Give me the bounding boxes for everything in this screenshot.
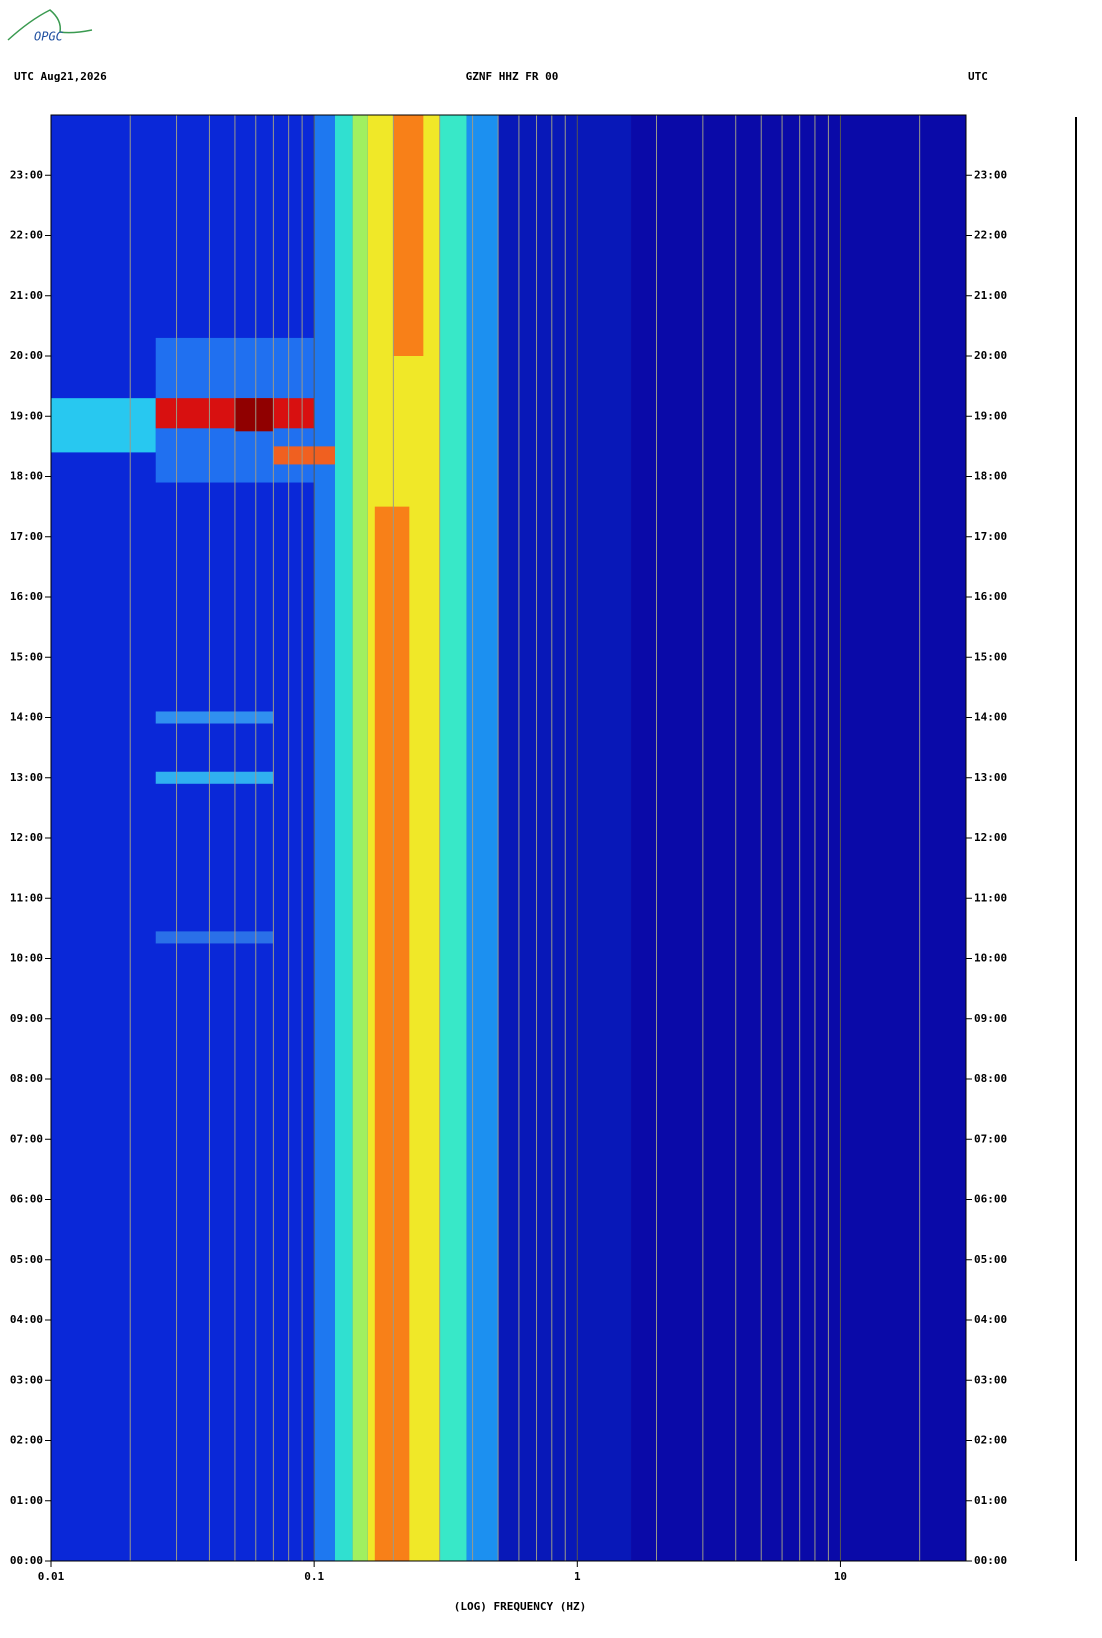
x-tick-label: 0.01 [38, 1570, 65, 1583]
y-tick-label-right: 21:00 [974, 289, 1007, 302]
y-tick-label-right: 08:00 [974, 1072, 1007, 1085]
y-tick-label-left: 22:00 [10, 229, 43, 242]
spectral-region [439, 115, 467, 1561]
y-tick-label-right: 20:00 [974, 349, 1007, 362]
y-tick-label-right: 15:00 [974, 650, 1007, 663]
y-tick-label-right: 17:00 [974, 530, 1007, 543]
spectral-region [234, 398, 274, 432]
spectral-region [498, 115, 632, 1561]
y-tick-label-left: 23:00 [10, 168, 43, 181]
y-tick-label-left: 02:00 [10, 1434, 43, 1447]
y-tick-label-left: 04:00 [10, 1313, 43, 1326]
y-tick-label-right: 09:00 [974, 1012, 1007, 1025]
y-tick-label-left: 05:00 [10, 1253, 43, 1266]
y-tick-label-right: 23:00 [974, 168, 1007, 181]
y-tick-label-right: 10:00 [974, 952, 1007, 965]
y-tick-label-right: 06:00 [974, 1193, 1007, 1206]
y-tick-label-left: 19:00 [10, 409, 43, 422]
x-tick-label: 1 [574, 1570, 581, 1583]
spectral-region [466, 115, 499, 1561]
chart-title: GZNF HHZ FR 00 [466, 70, 559, 83]
spectral-region [393, 115, 424, 356]
spectral-region [51, 398, 156, 453]
y-tick-label-left: 14:00 [10, 711, 43, 724]
x-tick-label: 10 [834, 1570, 847, 1583]
y-tick-label-left: 03:00 [10, 1373, 43, 1386]
spectral-region [374, 506, 410, 1561]
y-tick-label-left: 11:00 [10, 891, 43, 904]
y-tick-label-right: 16:00 [974, 590, 1007, 603]
y-tick-label-right: 05:00 [974, 1253, 1007, 1266]
y-tick-label-left: 16:00 [10, 590, 43, 603]
y-tick-label-left: 17:00 [10, 530, 43, 543]
spectral-region [352, 115, 368, 1561]
spectral-region [314, 115, 335, 1561]
plot-frame [50, 114, 967, 1562]
y-tick-label-left: 06:00 [10, 1193, 43, 1206]
y-tick-label-left: 21:00 [10, 289, 43, 302]
y-tick-label-right: 18:00 [974, 470, 1007, 483]
y-tick-label-right: 14:00 [974, 711, 1007, 724]
y-tick-label-left: 08:00 [10, 1072, 43, 1085]
y-tick-label-right: 12:00 [974, 831, 1007, 844]
y-tick-label-left: 20:00 [10, 349, 43, 362]
y-tick-label-left: 15:00 [10, 650, 43, 663]
spectral-region [273, 446, 335, 465]
y-tick-label-left: 01:00 [10, 1494, 43, 1507]
spectral-region [631, 115, 966, 1561]
logo: OPGC [34, 30, 64, 44]
x-axis-label: (LOG) FREQUENCY (HZ) [454, 1600, 586, 1613]
y-tick-label-left: 12:00 [10, 831, 43, 844]
y-tick-label-left: 09:00 [10, 1012, 43, 1025]
y-tick-label-right: 01:00 [974, 1494, 1007, 1507]
y-tick-label-left: 10:00 [10, 952, 43, 965]
y-tick-label-right: 13:00 [974, 771, 1007, 784]
y-tick-label-right: 03:00 [974, 1373, 1007, 1386]
logo-mark [7, 9, 93, 41]
spectral-region [155, 711, 274, 724]
y-tick-label-left: 13:00 [10, 771, 43, 784]
y-tick-label-left: 18:00 [10, 470, 43, 483]
y-tick-label-left: 00:00 [10, 1554, 43, 1567]
y-tick-label-right: 02:00 [974, 1434, 1007, 1447]
y-tick-label-right: 00:00 [974, 1554, 1007, 1567]
spectral-region [155, 771, 274, 784]
y-tick-label-right: 07:00 [974, 1132, 1007, 1145]
y-tick-label-right: 19:00 [974, 409, 1007, 422]
y-tick-label-left: 07:00 [10, 1132, 43, 1145]
y-tick-label-right: 11:00 [974, 891, 1007, 904]
x-tick-label: 0.1 [304, 1570, 324, 1583]
title-left: UTC Aug21,2026 [14, 70, 107, 83]
y-tick-label-right: 04:00 [974, 1313, 1007, 1326]
title-right: UTC [968, 70, 988, 83]
spectral-region [155, 931, 274, 944]
y-tick-label-right: 22:00 [974, 229, 1007, 242]
spectral-region [334, 115, 353, 1561]
